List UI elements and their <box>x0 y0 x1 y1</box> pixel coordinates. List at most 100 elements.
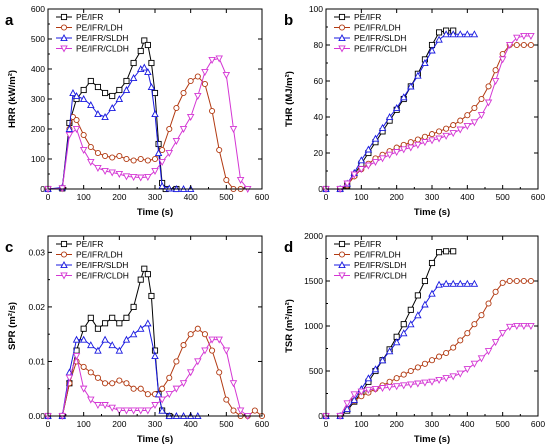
data-point <box>435 35 443 43</box>
legend-marker <box>60 13 68 21</box>
data-point <box>520 41 527 49</box>
data-point <box>130 303 137 310</box>
panel-letter: d <box>284 239 293 256</box>
x-tick-label: 300 <box>148 192 162 202</box>
legend-marker <box>60 24 68 31</box>
legend-marker <box>60 251 68 258</box>
data-point <box>137 276 144 283</box>
y-axis-label: HRR (kW/m²) <box>7 70 18 128</box>
chart-panel-d: d 0 100 200 300 400 500 600 0 500 1000 1500 2000 Time… <box>284 231 545 445</box>
data-point <box>172 385 181 393</box>
plot-area <box>44 236 266 420</box>
data-point <box>137 155 144 163</box>
data-point <box>115 95 124 103</box>
data-point <box>144 68 152 76</box>
legend-marker <box>60 45 68 53</box>
legend-marker <box>60 272 68 280</box>
data-point <box>505 323 514 331</box>
data-point <box>158 406 166 414</box>
data-point <box>464 330 471 337</box>
data-point <box>136 407 145 415</box>
y-tick-label: 20 <box>314 148 324 158</box>
y-tick-label: 200 <box>31 124 45 134</box>
data-point <box>463 30 472 38</box>
data-point <box>65 131 74 139</box>
data-point <box>101 402 109 410</box>
data-point <box>65 125 74 133</box>
data-point <box>151 89 159 97</box>
data-point <box>236 407 245 415</box>
data-point <box>449 30 457 38</box>
data-point <box>87 396 95 404</box>
data-point <box>151 352 159 360</box>
data-point <box>421 300 429 308</box>
data-point <box>80 86 87 94</box>
series-line <box>47 75 241 190</box>
data-point <box>421 133 428 140</box>
data-point <box>491 77 500 85</box>
data-point <box>470 119 479 127</box>
data-point <box>527 41 534 49</box>
x-tick-label: 0 <box>46 192 51 202</box>
legend-marker <box>338 240 346 248</box>
data-point <box>513 322 521 330</box>
data-point <box>115 407 124 415</box>
data-point <box>151 167 159 175</box>
data-point <box>101 113 109 121</box>
data-point <box>414 311 422 319</box>
data-point <box>428 289 436 297</box>
y-tick-label: 60 <box>314 76 324 86</box>
data-point <box>442 375 450 383</box>
y-tick-label: 600 <box>31 4 45 14</box>
data-point <box>116 320 123 327</box>
data-point <box>87 77 94 85</box>
data-point <box>421 59 429 67</box>
y-tick-label: 0 <box>40 184 45 194</box>
series-pe-ifr-sldh <box>44 319 202 420</box>
x-tick-label: 600 <box>255 192 269 202</box>
data-point <box>172 137 181 145</box>
data-point <box>187 77 194 85</box>
data-point <box>435 135 443 143</box>
data-point <box>442 279 450 287</box>
data-point <box>449 130 457 138</box>
data-point <box>478 312 485 319</box>
data-point <box>364 162 373 170</box>
data-point <box>122 407 131 415</box>
data-point <box>109 314 116 321</box>
data-point <box>428 259 436 267</box>
data-point <box>485 83 492 90</box>
data-point <box>166 374 173 381</box>
data-point <box>399 382 408 390</box>
data-point <box>463 279 472 287</box>
x-tick-label: 600 <box>255 419 269 429</box>
data-point <box>102 320 109 327</box>
data-point <box>251 407 258 414</box>
data-point <box>443 248 450 255</box>
y-tick-label: 1000 <box>304 321 323 331</box>
data-point <box>421 360 428 367</box>
data-point <box>94 346 102 354</box>
data-point <box>229 380 238 388</box>
data-point <box>350 171 359 179</box>
x-tick-label: 600 <box>531 419 545 429</box>
legend-label: PE/IFR/SLDH <box>354 260 406 270</box>
data-point <box>108 104 116 112</box>
data-point <box>108 404 116 412</box>
y-tick-label: 2000 <box>304 231 323 241</box>
data-point <box>506 277 513 285</box>
x-tick-label: 600 <box>531 192 545 202</box>
legend-label: PE/IFR/LDH <box>354 250 401 260</box>
y-tick-label: 300 <box>31 94 45 104</box>
data-point <box>73 116 80 124</box>
data-point <box>230 407 237 414</box>
data-point <box>498 330 507 338</box>
data-point <box>350 395 359 403</box>
data-point <box>484 348 493 356</box>
data-point <box>87 369 94 376</box>
y-axis-label: TSR (m²/m²) <box>284 299 295 353</box>
data-point <box>80 363 87 370</box>
data-point <box>470 279 479 287</box>
x-tick-label: 0 <box>324 419 329 429</box>
